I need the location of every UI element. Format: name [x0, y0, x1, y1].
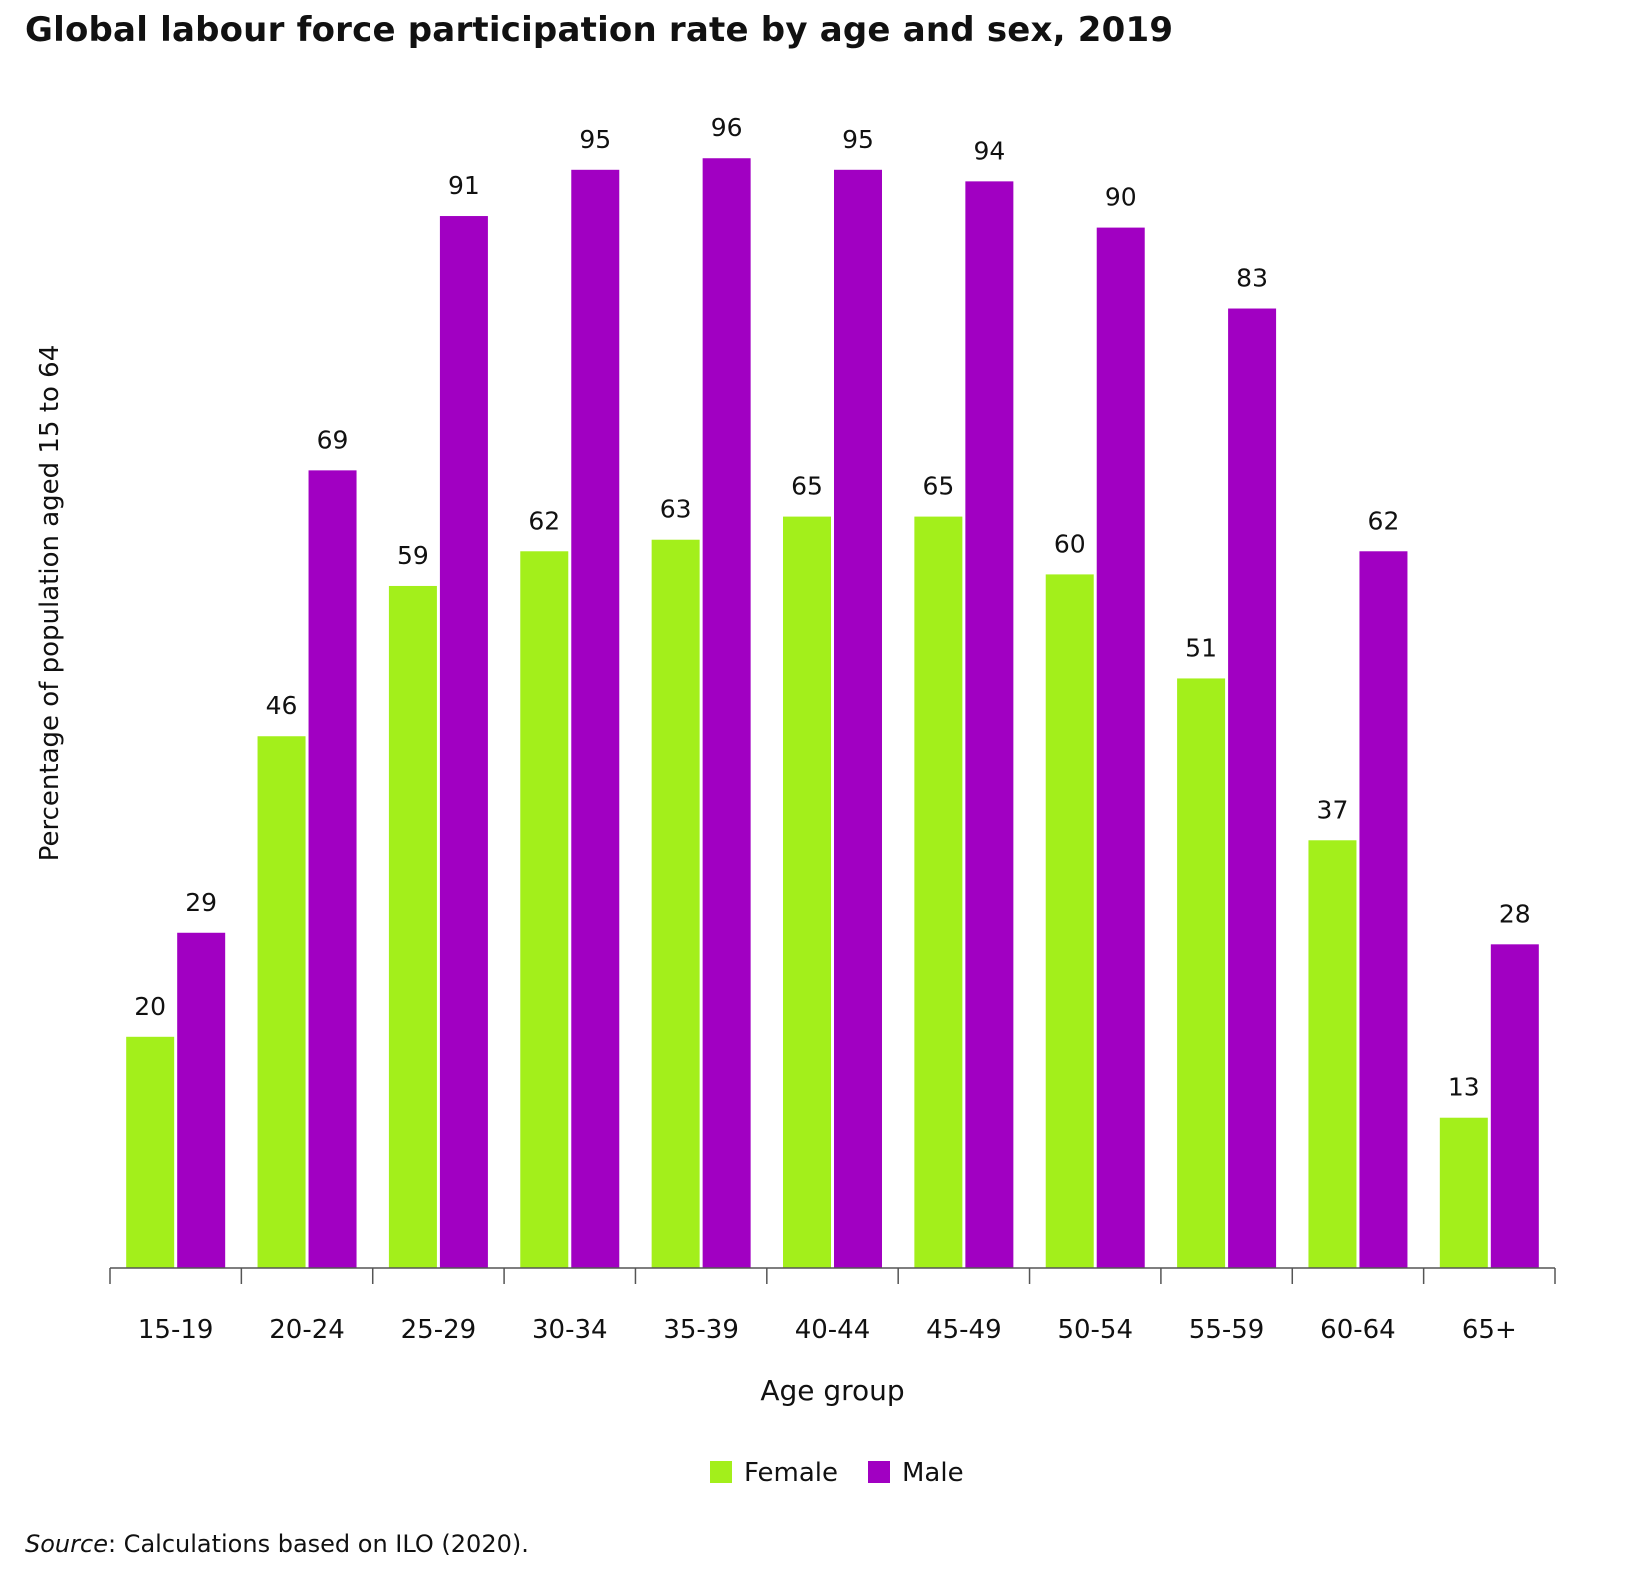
data-label-male-25-29: 91	[448, 171, 480, 200]
bar-female-50-54	[1045, 574, 1094, 1268]
data-label-female-45-49: 65	[922, 472, 954, 501]
data-label-female-55-59: 51	[1185, 633, 1217, 662]
x-tick-label-50-54: 50-54	[1057, 1315, 1133, 1345]
data-label-female-20-24: 46	[266, 691, 298, 720]
legend-label-female: Female	[744, 1458, 838, 1488]
bar-male-50-54	[1096, 227, 1145, 1269]
data-label-male-55-59: 83	[1236, 264, 1268, 293]
bar-female-35-39	[651, 539, 700, 1268]
bar-male-60-64	[1359, 551, 1408, 1268]
data-label-female-60-64: 37	[1317, 795, 1349, 824]
bar-male-20-24	[308, 470, 357, 1268]
data-label-female-15-19: 20	[134, 992, 166, 1021]
x-axis-title: Age group	[760, 1374, 904, 1407]
legend-swatch-female	[710, 1461, 732, 1483]
bar-male-35-39	[702, 158, 751, 1269]
bar-female-25-29	[388, 585, 437, 1268]
bar-female-55-59	[1177, 678, 1226, 1268]
data-label-male-60-64: 62	[1368, 506, 1400, 535]
bar-female-60-64	[1308, 840, 1357, 1268]
data-label-female-40-44: 65	[791, 472, 823, 501]
bar-female-40-44	[783, 516, 831, 1268]
source-label: Source	[25, 1530, 108, 1558]
bar-female-30-34	[520, 551, 569, 1268]
x-tick-label-30-34: 30-34	[532, 1315, 608, 1345]
bar-male-40-44	[834, 169, 882, 1268]
bar-male-15-19	[177, 932, 226, 1268]
source-text: : Calculations based on ILO (2020).	[107, 1530, 529, 1558]
chart-title: Global labour force participation rate b…	[25, 10, 1174, 50]
source-note: Source: Calculations based on ILO (2020)…	[25, 1530, 529, 1558]
bar-male-55-59	[1228, 308, 1277, 1268]
x-tick-label-65+: 65+	[1462, 1315, 1517, 1345]
bar-male-30-34	[571, 169, 620, 1268]
y-axis-title: Percentage of population aged 15 to 64	[35, 345, 65, 861]
legend-label-male: Male	[902, 1458, 964, 1488]
data-label-male-45-49: 94	[973, 136, 1005, 165]
data-label-male-50-54: 90	[1105, 183, 1137, 212]
data-label-male-30-34: 95	[579, 125, 611, 154]
data-label-male-65+: 28	[1499, 899, 1531, 928]
bar-female-15-19	[126, 1036, 175, 1268]
bar-female-20-24	[257, 736, 306, 1268]
x-tick-label-60-64: 60-64	[1320, 1315, 1396, 1345]
bar-male-25-29	[439, 216, 488, 1268]
bar-female-45-49	[914, 516, 963, 1268]
data-label-male-20-24: 69	[317, 425, 349, 454]
data-label-female-50-54: 60	[1054, 529, 1086, 558]
x-tick-label-25-29: 25-29	[401, 1315, 477, 1345]
data-label-female-25-29: 59	[397, 541, 429, 570]
bar-male-45-49	[965, 181, 1014, 1269]
data-label-male-35-39: 96	[711, 113, 743, 142]
bar-female-65+	[1439, 1117, 1488, 1268]
legend-swatch-male	[868, 1461, 890, 1483]
data-label-female-35-39: 63	[660, 495, 692, 524]
x-tick-label-35-39: 35-39	[663, 1315, 739, 1345]
data-label-male-15-19: 29	[185, 888, 217, 917]
data-label-male-40-44: 95	[842, 125, 874, 154]
data-label-female-30-34: 62	[528, 506, 560, 535]
x-tick-label-15-19: 15-19	[138, 1315, 214, 1345]
x-tick-label-45-49: 45-49	[926, 1315, 1002, 1345]
data-label-female-65+: 13	[1448, 1073, 1480, 1102]
x-tick-label-20-24: 20-24	[269, 1315, 345, 1345]
x-tick-label-40-44: 40-44	[795, 1315, 871, 1345]
bar-male-65+	[1490, 944, 1539, 1268]
x-tick-label-55-59: 55-59	[1189, 1315, 1265, 1345]
